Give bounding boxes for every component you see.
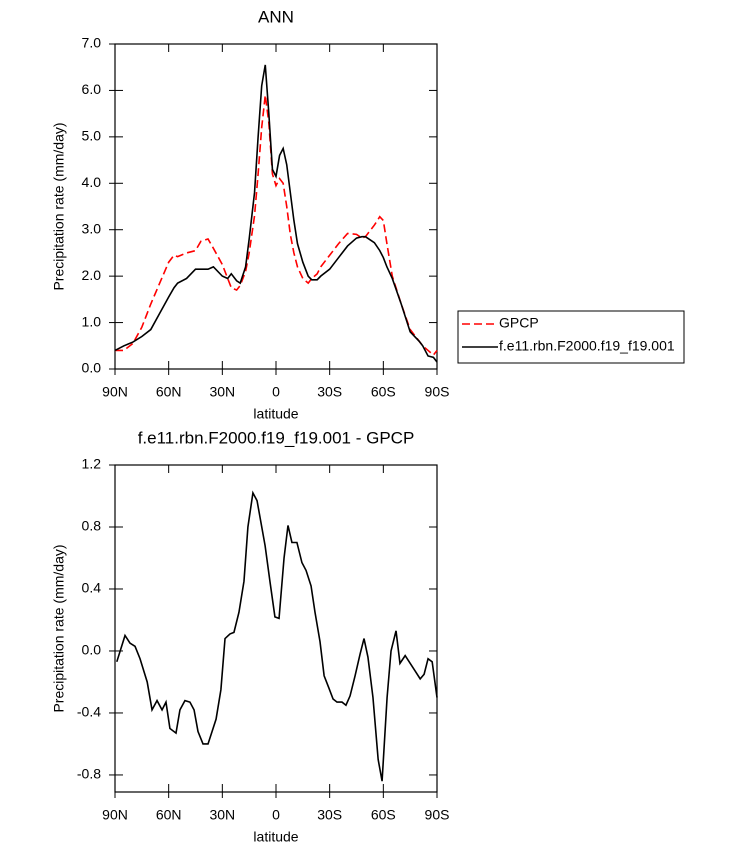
y-tick-label: 7.0: [82, 35, 102, 51]
legend-box: [457, 310, 685, 364]
x-axis-label: latitude: [253, 406, 298, 422]
x-tick-label: 60N: [156, 384, 182, 400]
y-tick-label: 5.0: [82, 128, 102, 144]
y-tick-label: -0.8: [77, 766, 101, 782]
x-tick-label: 90N: [102, 807, 128, 823]
y-axis-label: Precipitation rate (mm/day): [51, 122, 67, 290]
y-tick-label: 1.0: [82, 313, 102, 329]
chart-title: ANN: [258, 7, 294, 26]
x-tick-label: 30N: [209, 807, 235, 823]
y-tick-label: -0.4: [77, 704, 101, 720]
y-tick-label: 0.0: [82, 360, 102, 376]
x-tick-label: 60S: [371, 384, 396, 400]
x-tick-label: 60S: [371, 807, 396, 823]
data-line: [115, 94, 438, 357]
legend-label: f.e11.rbn.F2000.f19_f19.001: [499, 338, 675, 354]
y-tick-label: 0.4: [82, 580, 102, 596]
y-tick-label: 6.0: [82, 81, 102, 97]
x-tick-label: 30N: [209, 384, 235, 400]
plot-frame: [114, 464, 438, 793]
x-tick-label: 30S: [317, 807, 342, 823]
x-tick-label: 30S: [317, 384, 342, 400]
x-tick-label: 90N: [102, 384, 128, 400]
x-tick-label: 90S: [425, 384, 450, 400]
plot-frame: [114, 43, 438, 370]
y-tick-label: 0.8: [82, 518, 102, 534]
x-axis-label: latitude: [253, 829, 298, 845]
y-axis-label: Precipitation rate (mm/day): [51, 544, 67, 712]
y-tick-label: 1.2: [82, 456, 102, 472]
data-line: [116, 490, 438, 782]
data-line: [114, 64, 438, 363]
x-tick-label: 0: [272, 384, 280, 400]
x-tick-label: 0: [272, 807, 280, 823]
y-tick-label: 0.0: [82, 642, 102, 658]
y-tick-label: 4.0: [82, 174, 102, 190]
legend-label: GPCP: [499, 315, 539, 331]
x-tick-label: 60N: [156, 807, 182, 823]
x-tick-label: 90S: [425, 807, 450, 823]
y-tick-label: 2.0: [82, 267, 102, 283]
chart-title: f.e11.rbn.F2000.f19_f19.001 - GPCP: [138, 428, 415, 447]
y-tick-label: 3.0: [82, 220, 102, 236]
